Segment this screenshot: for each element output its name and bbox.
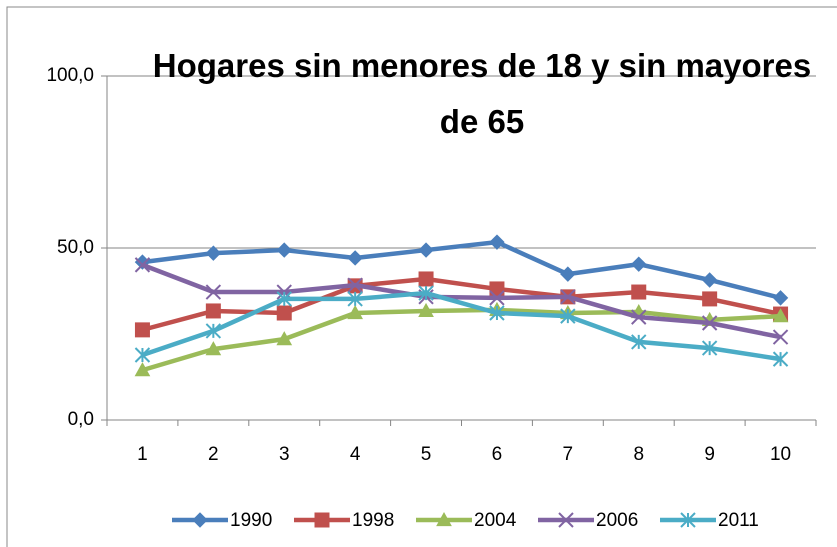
data-point [276,242,292,258]
data-point [701,340,718,356]
data-point [418,242,434,258]
y-tick-label: 0,0 [68,409,94,430]
data-point [702,291,718,307]
legend-label: 2011 [718,510,759,531]
data-point [418,271,434,287]
x-tick-label: 4 [350,444,361,465]
chart-title: Hogares sin menores de 18 y sin mayores … [152,47,812,140]
x-tick-label: 9 [704,444,715,465]
data-point [418,302,434,318]
x-tick-label: 1 [137,444,148,465]
x-tick-label: 8 [633,444,644,465]
series-line [142,239,782,301]
data-point [205,341,222,356]
data-point [347,250,363,266]
legend-marker [436,511,452,527]
legend-marker [558,512,574,528]
data-point [347,277,363,293]
legend-label: 1998 [352,510,394,531]
data-point [631,309,647,325]
data-point [772,290,789,306]
data-point [772,308,789,323]
data-point [631,334,647,350]
data-point [489,234,505,250]
x-tick-label: 7 [563,444,574,465]
x-tick-label: 3 [279,444,290,465]
data-point [772,329,789,345]
y-tick-label: 50,0 [57,237,94,258]
series-line [141,276,782,333]
data-point [134,362,151,377]
series-line [141,262,781,340]
data-point [560,289,576,305]
data-point [489,290,505,306]
data-point [631,256,647,272]
legend-marker [314,512,330,528]
data-point [276,305,292,321]
data-point [418,285,434,301]
x-tick-label: 2 [208,444,219,465]
legend-marker [680,512,696,528]
data-point [205,245,222,261]
data-point [560,266,576,282]
series-line [141,290,781,362]
data-point [276,331,293,346]
x-tick-label: 6 [492,444,503,465]
data-point [276,291,292,307]
legend-marker [192,512,208,528]
data-point [347,291,363,307]
data-point [560,308,576,324]
legend-label: 1990 [230,510,272,531]
data-point [701,272,718,288]
legend-label: 2006 [596,510,638,531]
legend-label: 2004 [474,510,517,531]
data-point [489,305,505,321]
data-point [134,322,150,338]
data-point [205,323,222,339]
data-point [347,304,363,320]
data-point [134,347,151,363]
chart-border [6,6,837,547]
data-point [205,303,221,319]
data-point [631,284,647,300]
x-tick-label: 5 [421,444,432,465]
series-line [141,307,781,373]
x-tick-label: 10 [770,444,791,465]
data-point [701,315,718,331]
y-tick-label: 100,0 [46,65,94,86]
data-point [134,257,151,273]
data-point [772,351,789,367]
data-point [205,284,222,300]
